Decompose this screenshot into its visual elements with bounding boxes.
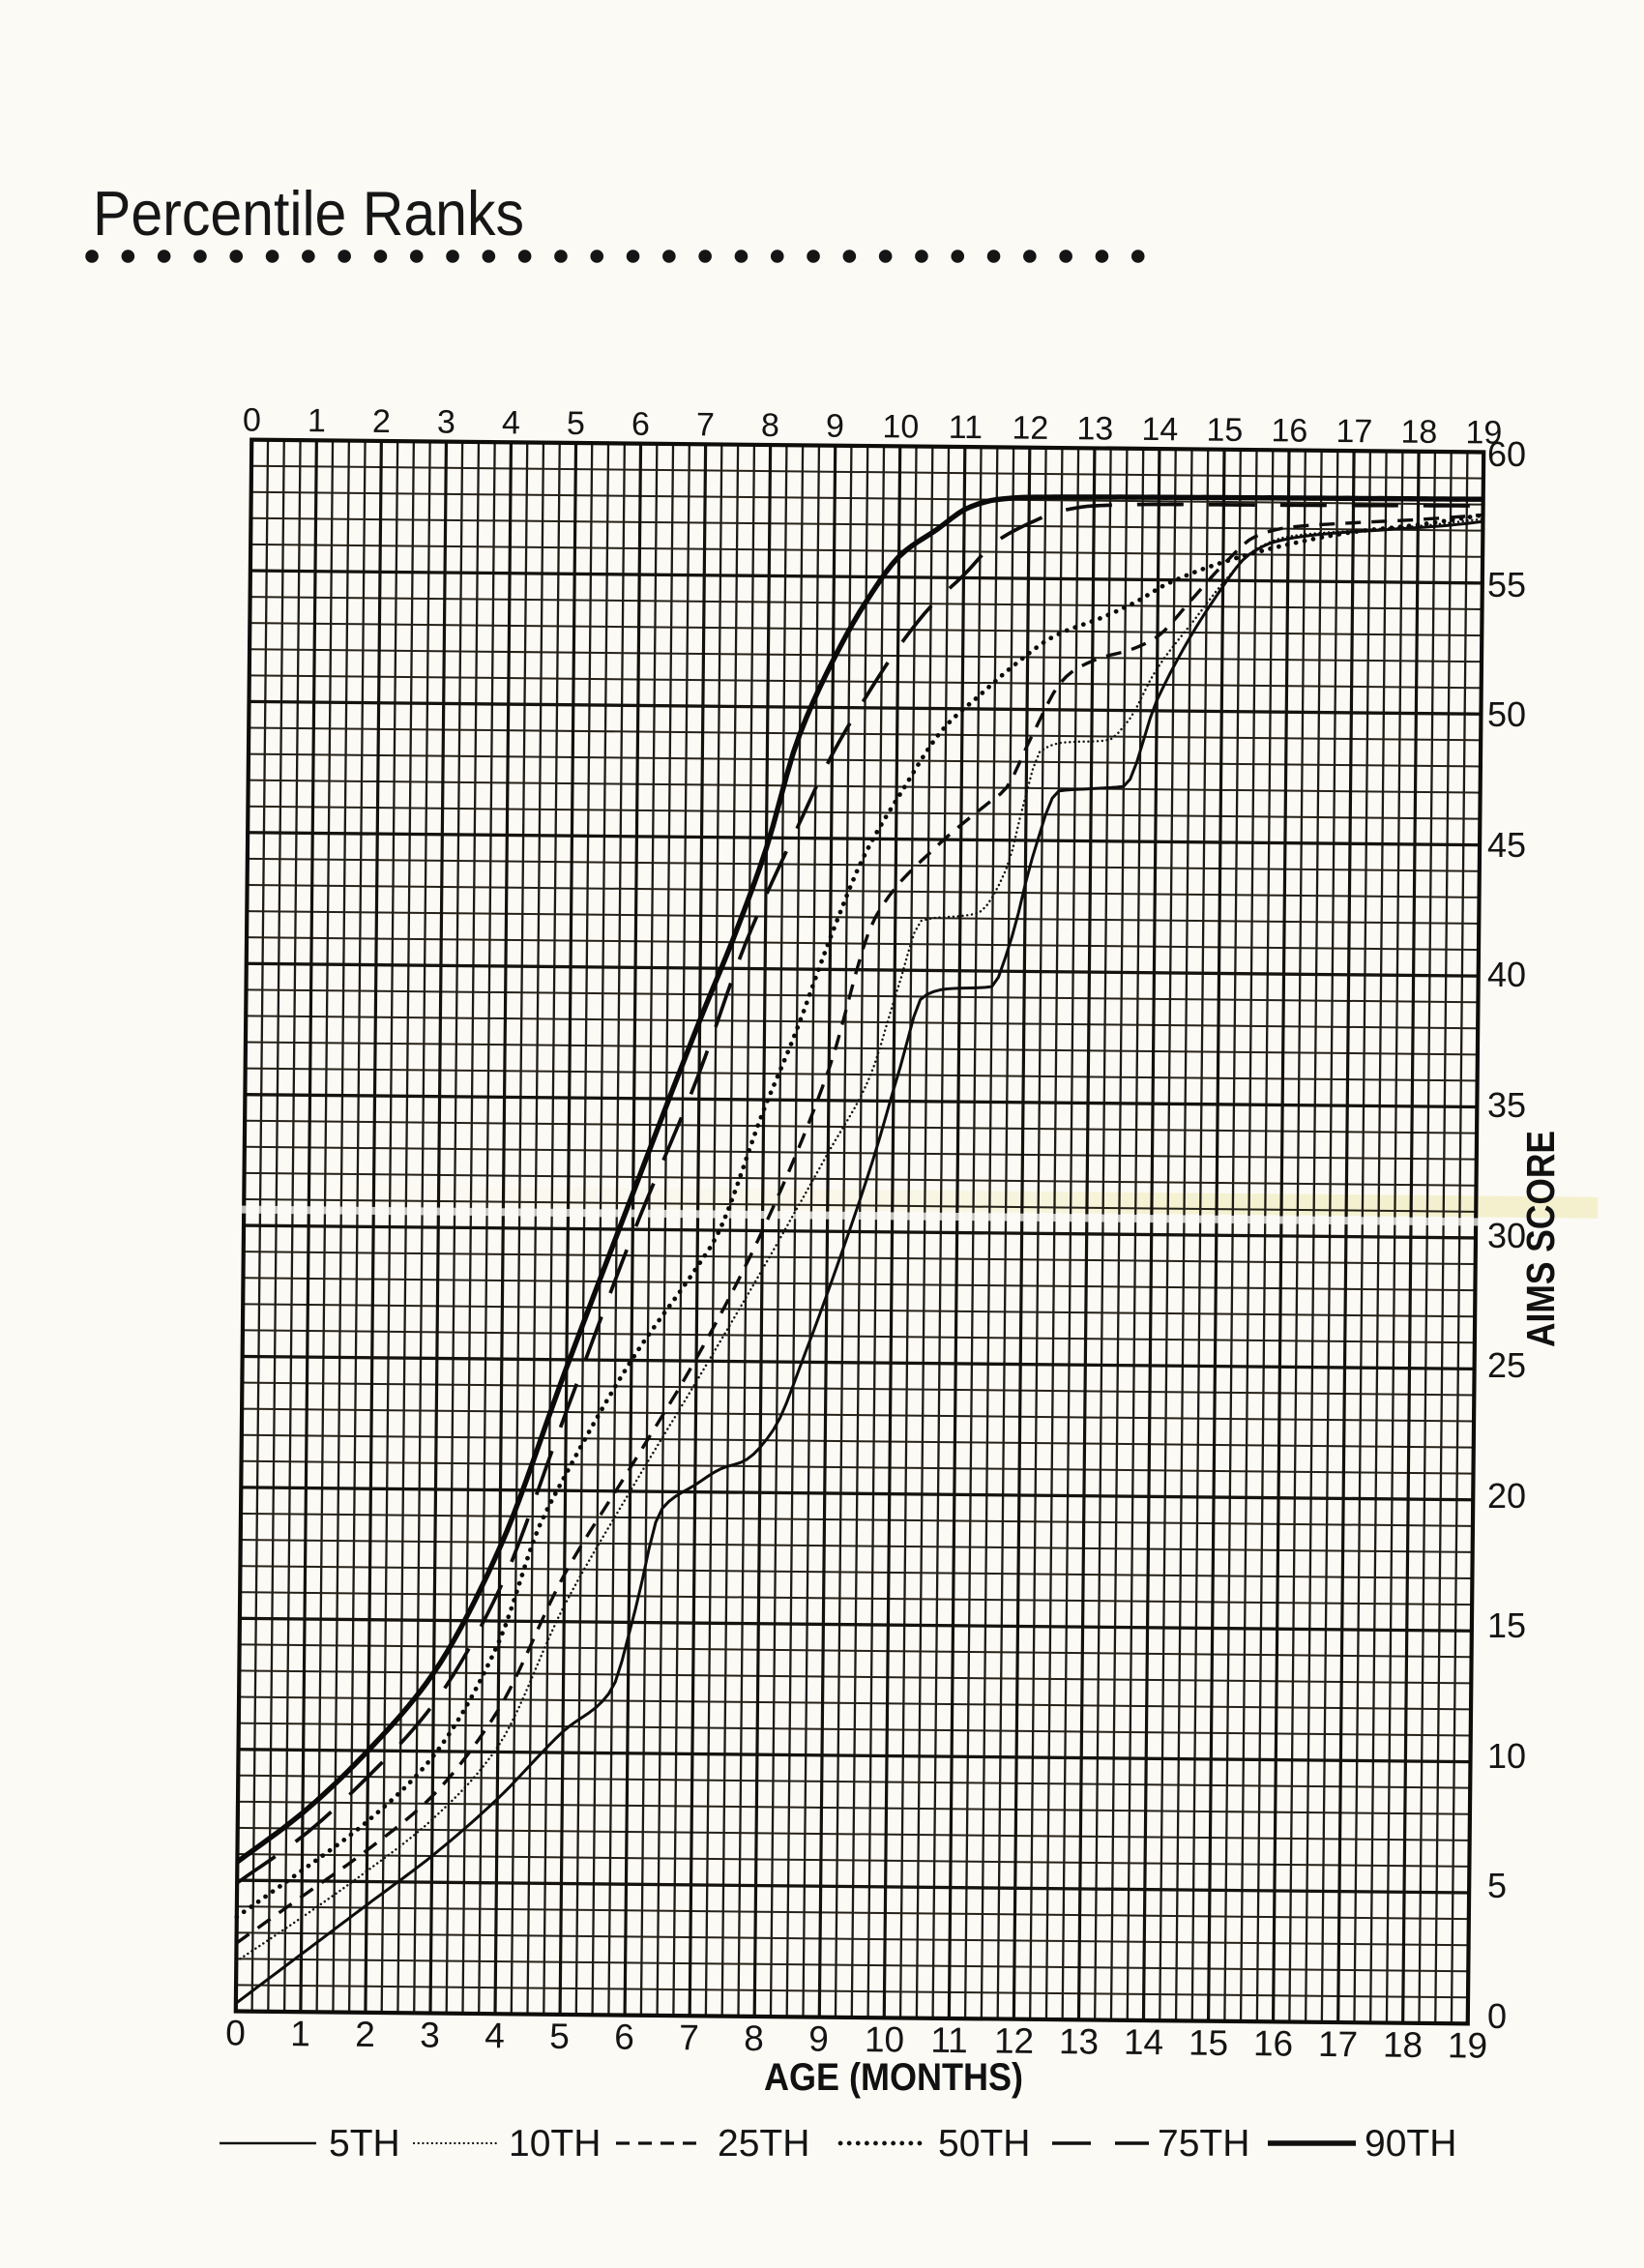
- svg-text:16: 16: [1271, 412, 1307, 449]
- svg-text:12: 12: [1012, 410, 1048, 447]
- svg-text:30: 30: [1487, 1216, 1526, 1255]
- svg-text:9: 9: [808, 2019, 829, 2059]
- svg-text:10: 10: [882, 408, 919, 445]
- svg-text:25: 25: [1487, 1345, 1526, 1385]
- svg-text:40: 40: [1487, 955, 1526, 994]
- svg-text:11: 11: [949, 409, 983, 446]
- svg-text:6: 6: [631, 406, 650, 443]
- svg-text:7: 7: [696, 406, 715, 443]
- svg-text:Percentile Ranks: Percentile Ranks: [93, 178, 524, 249]
- svg-text:16: 16: [1253, 2023, 1294, 2063]
- svg-text:3: 3: [420, 2015, 440, 2054]
- svg-text:0: 0: [1487, 1996, 1507, 2036]
- svg-text:5TH: 5TH: [329, 2123, 400, 2165]
- svg-text:15: 15: [1189, 2022, 1229, 2062]
- svg-text:19: 19: [1465, 414, 1502, 451]
- svg-text:50TH: 50TH: [938, 2123, 1030, 2165]
- svg-text:AIMS SCORE: AIMS SCORE: [1518, 1131, 1563, 1347]
- svg-text:35: 35: [1487, 1085, 1526, 1125]
- svg-text:10: 10: [1487, 1736, 1526, 1776]
- svg-text:5: 5: [549, 2017, 570, 2056]
- svg-text:13: 13: [1059, 2021, 1100, 2061]
- svg-text:17: 17: [1336, 413, 1372, 450]
- svg-text:2: 2: [355, 2015, 375, 2054]
- svg-text:18: 18: [1383, 2025, 1424, 2065]
- svg-text:1: 1: [290, 2014, 310, 2053]
- svg-text:11: 11: [930, 2020, 968, 2060]
- svg-text:9: 9: [826, 408, 844, 445]
- svg-text:14: 14: [1141, 411, 1178, 448]
- svg-text:17: 17: [1318, 2024, 1359, 2064]
- svg-text:8: 8: [744, 2018, 764, 2058]
- svg-text:8: 8: [761, 407, 779, 444]
- svg-text:20: 20: [1487, 1476, 1526, 1516]
- svg-text:50: 50: [1487, 694, 1526, 734]
- svg-text:5: 5: [1487, 1866, 1507, 1905]
- svg-text:15: 15: [1487, 1605, 1526, 1645]
- svg-text:1: 1: [308, 402, 326, 439]
- svg-text:13: 13: [1076, 410, 1113, 447]
- svg-text:12: 12: [994, 2020, 1035, 2060]
- svg-text:14: 14: [1124, 2022, 1164, 2062]
- svg-text:15: 15: [1206, 412, 1243, 449]
- svg-text:0: 0: [225, 2013, 246, 2052]
- svg-text:AGE (MONTHS): AGE (MONTHS): [764, 2056, 1023, 2099]
- svg-text:2: 2: [372, 403, 391, 440]
- svg-text:45: 45: [1487, 825, 1526, 865]
- svg-text:7: 7: [679, 2018, 699, 2057]
- svg-text:4: 4: [484, 2016, 505, 2055]
- svg-text:19: 19: [1448, 2025, 1488, 2065]
- svg-text:55: 55: [1487, 565, 1526, 604]
- svg-text:10TH: 10TH: [509, 2123, 601, 2165]
- svg-text:60: 60: [1487, 434, 1526, 474]
- svg-text:3: 3: [437, 404, 455, 441]
- svg-text:90TH: 90TH: [1365, 2123, 1456, 2165]
- svg-text:6: 6: [614, 2017, 634, 2056]
- svg-text:0: 0: [243, 401, 261, 438]
- svg-text:18: 18: [1400, 414, 1437, 451]
- svg-text:25TH: 25TH: [718, 2123, 809, 2165]
- svg-text:4: 4: [502, 404, 520, 441]
- svg-text:75TH: 75TH: [1158, 2123, 1249, 2165]
- svg-text:5: 5: [567, 405, 585, 442]
- svg-text:10: 10: [865, 2019, 905, 2059]
